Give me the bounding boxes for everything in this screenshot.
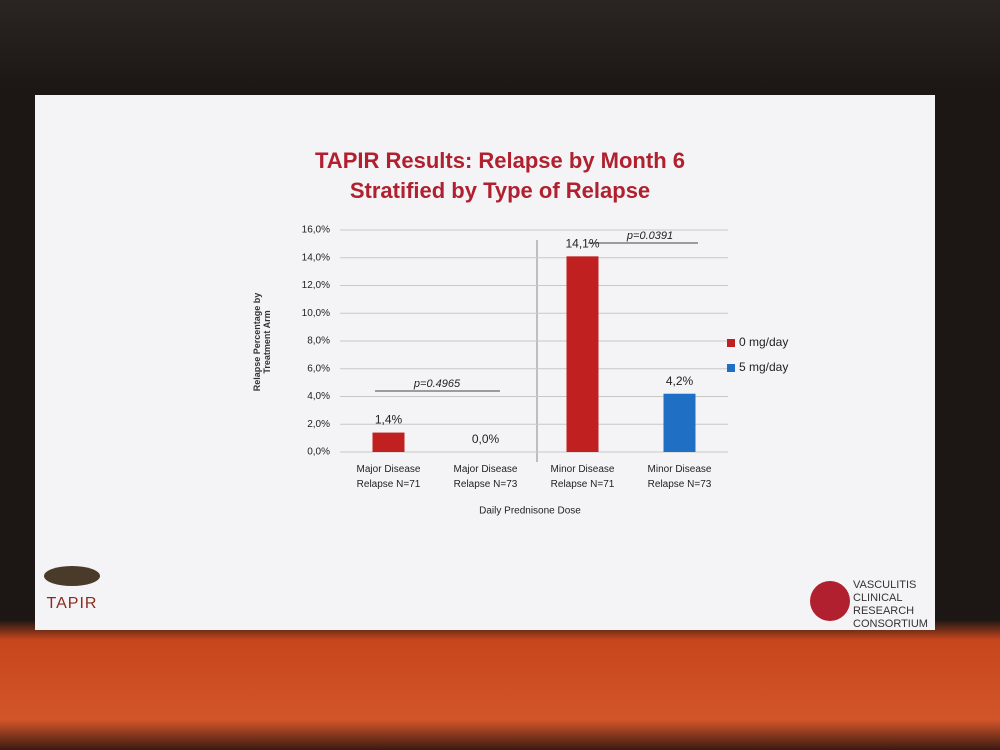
- logo-text: VASCULITIS: [853, 579, 916, 591]
- legend-swatch: [727, 339, 735, 347]
- y-tick-label: 4,0%: [307, 391, 330, 402]
- legend-label: 5 mg/day: [739, 360, 788, 374]
- chart-title: TAPIR Results: Relapse by Month 6: [315, 148, 685, 173]
- value-label: 4,2%: [666, 374, 694, 388]
- bar: [566, 256, 599, 452]
- value-label: 0,0%: [472, 432, 500, 446]
- y-tick-label: 2,0%: [307, 419, 330, 430]
- y-tick-label: 8,0%: [307, 336, 330, 347]
- annotation: p=0.0391: [626, 230, 673, 242]
- bar: [663, 393, 696, 452]
- y-tick-label: 14,0%: [302, 252, 330, 263]
- legend-label: 0 mg/day: [739, 335, 788, 349]
- y-tick-label: 6,0%: [307, 363, 330, 374]
- logo-icon: [44, 566, 100, 586]
- x-tick-label: Major Disease Relapse N=71: [356, 464, 421, 490]
- logo-text: RESEARCH: [853, 605, 914, 617]
- x-tick-label: Minor Disease Relapse N=71: [550, 464, 615, 490]
- logo-text: CONSORTIUM: [853, 618, 928, 630]
- y-tick-label: 10,0%: [302, 308, 330, 319]
- y-tick-label: 16,0%: [302, 225, 330, 236]
- bar: [372, 432, 405, 452]
- value-label: 14,1%: [565, 237, 599, 251]
- logo-icon: [810, 581, 850, 621]
- logo-text: CLINICAL: [853, 592, 903, 604]
- logo-text: TAPIR: [47, 595, 98, 612]
- x-tick-label: Major Disease Relapse N=73: [453, 464, 518, 490]
- chart-title: Stratified by Type of Relapse: [350, 178, 650, 203]
- slide-background: [35, 95, 935, 630]
- y-tick-label: 0,0%: [307, 447, 330, 458]
- value-label: 1,4%: [375, 413, 403, 427]
- annotation: p=0.4965: [413, 378, 461, 390]
- x-tick-label: Minor Disease Relapse N=73: [647, 464, 712, 490]
- y-tick-label: 12,0%: [302, 280, 330, 291]
- x-axis-label: Daily Prednisone Dose: [479, 506, 581, 517]
- legend-swatch: [727, 364, 735, 372]
- y-axis-label: Relapse Percentage by Treatment Arm: [252, 292, 272, 392]
